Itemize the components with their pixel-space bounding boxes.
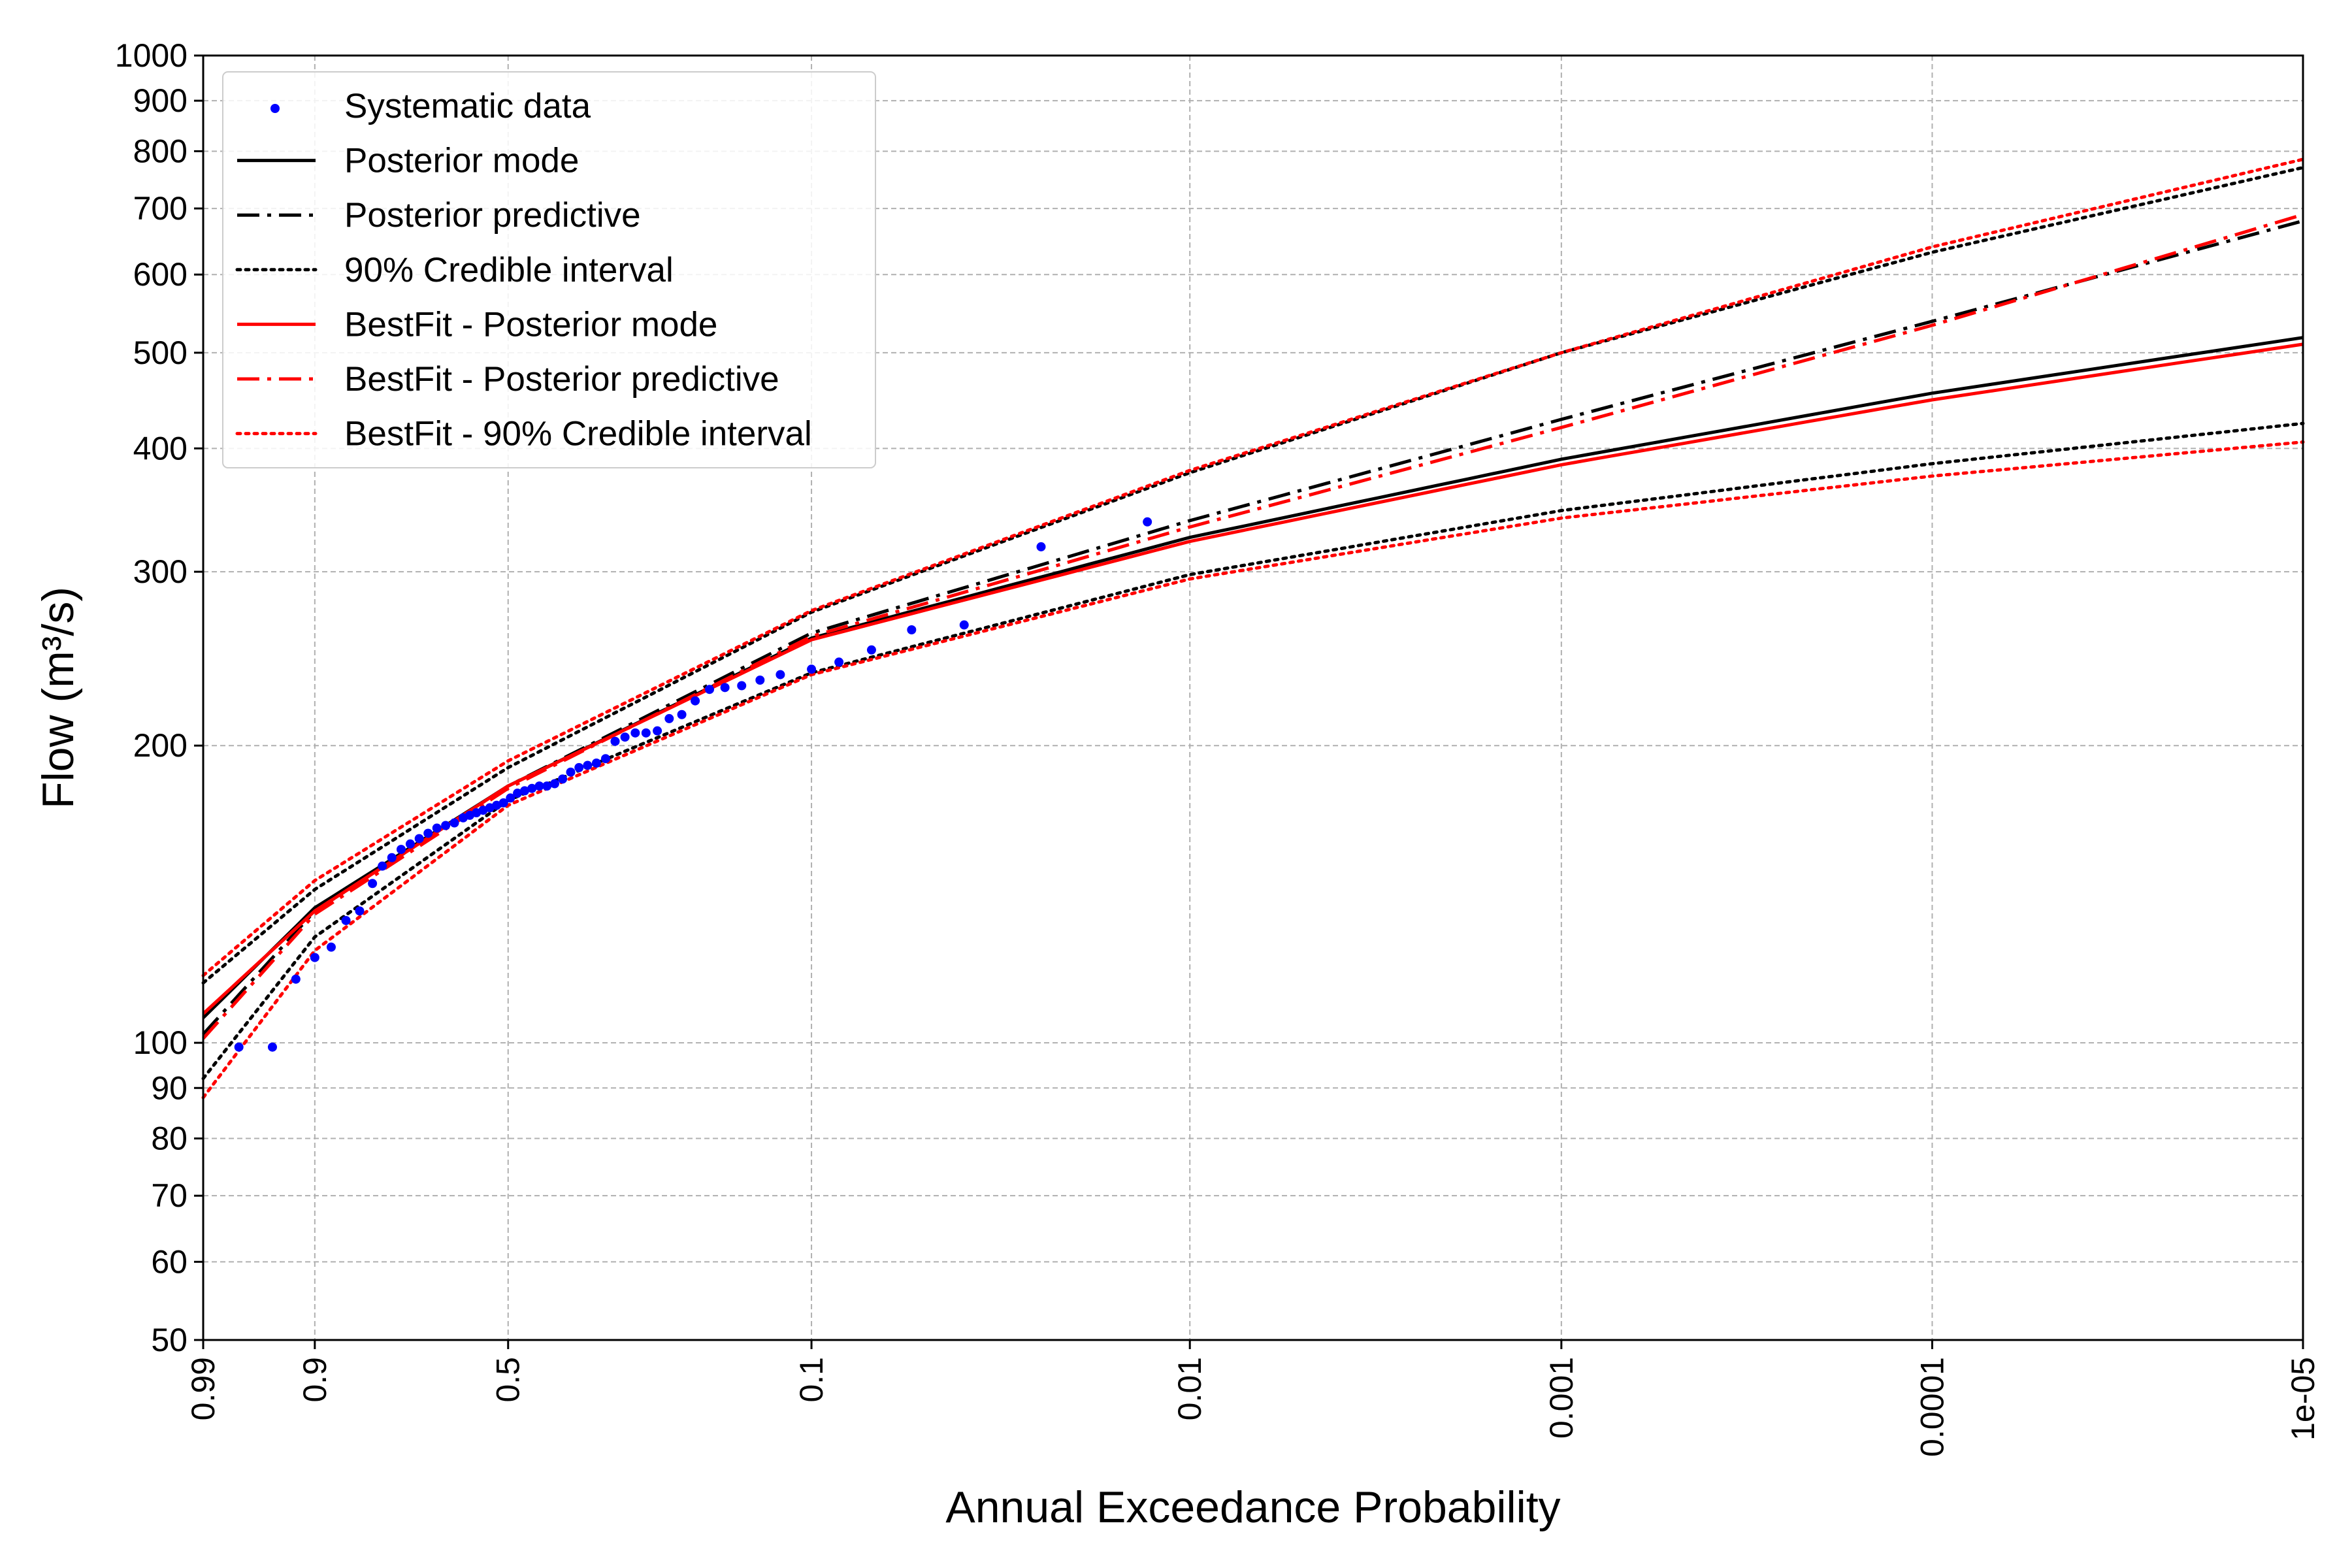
data-point: [310, 953, 319, 962]
y-tick-label: 600: [133, 256, 188, 293]
y-tick-label: 60: [151, 1243, 188, 1280]
y-tick-label: 800: [133, 133, 188, 169]
y-tick-label: 70: [151, 1177, 188, 1214]
data-point: [513, 789, 523, 798]
data-point: [583, 760, 593, 770]
y-tick-label: 300: [133, 553, 188, 590]
data-point: [378, 861, 387, 871]
data-point: [527, 783, 537, 793]
data-point: [691, 696, 700, 706]
legend-label-systematic-data: Systematic data: [344, 87, 591, 125]
y-tick-label: 200: [133, 727, 188, 764]
legend-label-bestfit-posterior-mode: BestFit - Posterior mode: [344, 305, 717, 344]
y-tick-label: 80: [151, 1120, 188, 1157]
data-point: [630, 728, 640, 738]
bestfit-90-credible-interval-lower-line: [201, 440, 2305, 1100]
data-point: [267, 1042, 277, 1052]
x-tick-label: 0.99: [185, 1357, 221, 1420]
90-credible-interval-upper-line: [201, 166, 2305, 985]
y-axis-label: Flow (m³/s): [33, 587, 83, 809]
x-tick-label: 0.001: [1543, 1357, 1580, 1439]
legend-box: [222, 71, 876, 468]
data-point: [520, 786, 530, 796]
legend-label-bestfit-posterior-predictive: BestFit - Posterior predictive: [344, 360, 779, 399]
data-point: [1143, 517, 1152, 527]
data-point: [866, 645, 876, 655]
data-point: [234, 1042, 244, 1052]
data-point: [432, 823, 442, 833]
posterior-mode-line: [202, 336, 2304, 1019]
data-point: [405, 839, 415, 849]
data-point: [776, 670, 785, 679]
data-point: [414, 834, 424, 843]
bestfit-90-credible-interval-upper-line: [201, 157, 2305, 977]
y-tick-label: 90: [151, 1070, 188, 1106]
data-point: [755, 675, 765, 685]
legend-swatch-systematic-data: [270, 104, 280, 113]
data-point: [1036, 542, 1046, 551]
y-tick-label: 500: [133, 335, 188, 371]
data-point: [610, 736, 620, 746]
plot-frame: [202, 54, 2304, 1341]
data-point: [291, 974, 301, 984]
data-point: [591, 759, 601, 768]
data-point: [558, 774, 568, 784]
x-tick-label: 0.0001: [1914, 1357, 1950, 1457]
90-credible-interval-lower-line: [201, 421, 2305, 1081]
data-point: [355, 906, 365, 916]
bestfit-posterior-predictive-line: [202, 213, 2304, 1040]
data-point: [959, 620, 969, 630]
data-point: [326, 942, 336, 952]
data-point: [549, 779, 559, 789]
posterior-predictive-line: [202, 219, 2304, 1036]
data-point: [600, 754, 610, 764]
legend-label-90-credible-interval: 90% Credible interval: [344, 251, 674, 289]
y-tick-label: 700: [133, 190, 188, 227]
legend-label-posterior-predictive: Posterior predictive: [344, 196, 641, 235]
data-point: [677, 710, 687, 719]
data-point: [664, 713, 674, 723]
y-tick-label: 100: [133, 1024, 188, 1061]
data-point: [396, 845, 406, 855]
legend: Systematic data Posterior mode Posterior p…: [222, 71, 876, 468]
data-point: [492, 800, 502, 810]
x-tick-label: 0.1: [793, 1357, 830, 1403]
data-point: [341, 915, 351, 925]
x-tick-label: 0.9: [297, 1357, 333, 1403]
data-point: [907, 625, 917, 635]
data-point: [449, 818, 459, 828]
data-point: [498, 798, 508, 808]
y-tick-label: 900: [133, 82, 188, 119]
x-tick-label: 0.01: [1171, 1357, 1208, 1420]
x-tick-label: 0.5: [490, 1357, 527, 1403]
axis-ticks: 0.99 0.9 0.5 0.1 0.01 0.001 0.0001 1e-05 50 60 70 8…: [115, 37, 2321, 1457]
data-point: [720, 683, 730, 693]
y-tick-label: 1000: [115, 37, 188, 74]
data-point: [534, 781, 544, 791]
data-point: [620, 732, 630, 742]
data-point: [423, 828, 433, 838]
legend-label-posterior-mode: Posterior mode: [344, 142, 579, 180]
legend-label-bestfit-90-credible-interval: BestFit - 90% Credible interval: [344, 415, 812, 453]
data-point: [506, 793, 515, 803]
data-point: [641, 728, 651, 738]
x-tick-label: 1e-05: [2285, 1357, 2321, 1441]
x-axis-label: Annual Exceedance Probability: [945, 1482, 1560, 1532]
data-point: [542, 781, 552, 791]
data-point: [834, 657, 844, 667]
y-tick-label: 50: [151, 1322, 188, 1358]
data-point: [566, 767, 576, 777]
data-point: [441, 821, 451, 830]
plot-area: [201, 157, 2305, 1100]
data-point: [705, 685, 715, 694]
data-point: [574, 762, 584, 772]
data-point: [387, 853, 397, 862]
data-point: [653, 726, 662, 736]
data-point: [368, 879, 378, 889]
y-tick-label: 400: [133, 430, 188, 466]
data-point: [807, 664, 817, 674]
data-point: [737, 681, 747, 691]
bestfit-posterior-mode-line: [202, 342, 2304, 1015]
